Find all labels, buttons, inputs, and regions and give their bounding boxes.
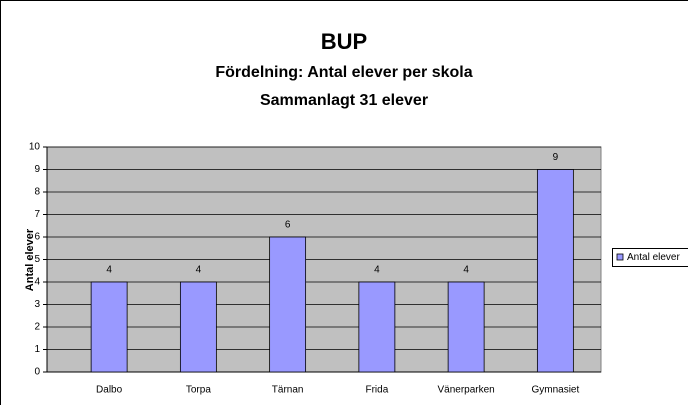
y-tick-label: 0 bbox=[34, 367, 40, 378]
y-tick-label: 10 bbox=[29, 142, 41, 153]
data-label: 9 bbox=[553, 152, 559, 163]
bar bbox=[179, 281, 217, 373]
data-label: 4 bbox=[374, 265, 380, 276]
x-tick-label: Vänerparken bbox=[437, 385, 494, 396]
legend-swatch bbox=[616, 253, 624, 261]
data-label: 4 bbox=[106, 265, 112, 276]
x-tick-label: Dalbo bbox=[96, 385, 123, 396]
chart-title: BUP bbox=[321, 29, 367, 54]
data-label: 6 bbox=[285, 220, 291, 231]
bar bbox=[269, 236, 307, 373]
y-axis-label: Antal elever bbox=[24, 228, 36, 291]
chart-subtitle: Fördelning: Antal elever per skola bbox=[215, 64, 472, 81]
x-tick-label: Tärnan bbox=[272, 385, 304, 396]
bar bbox=[358, 281, 396, 373]
legend-box bbox=[612, 248, 688, 267]
x-tick-label: Torpa bbox=[186, 385, 211, 396]
y-tick-label: 4 bbox=[34, 277, 40, 288]
legend-label: Antal elever bbox=[627, 252, 680, 263]
y-tick-label: 6 bbox=[34, 232, 40, 243]
data-label: 4 bbox=[463, 265, 469, 276]
bar bbox=[447, 281, 485, 373]
y-tick-label: 7 bbox=[34, 209, 40, 220]
data-label: 4 bbox=[196, 265, 202, 276]
bar bbox=[536, 169, 574, 373]
y-tick-label: 8 bbox=[34, 187, 40, 198]
y-tick-label: 3 bbox=[34, 299, 40, 310]
y-tick-label: 2 bbox=[34, 322, 40, 333]
chart-subtitle: Sammanlagt 31 elever bbox=[260, 92, 428, 109]
x-tick-label: Frida bbox=[365, 385, 388, 396]
bar bbox=[90, 281, 128, 373]
y-tick-label: 1 bbox=[34, 344, 40, 355]
y-tick-label: 5 bbox=[34, 254, 40, 265]
y-tick-label: 9 bbox=[34, 164, 40, 175]
x-tick-label: Gymnasiet bbox=[531, 385, 579, 396]
